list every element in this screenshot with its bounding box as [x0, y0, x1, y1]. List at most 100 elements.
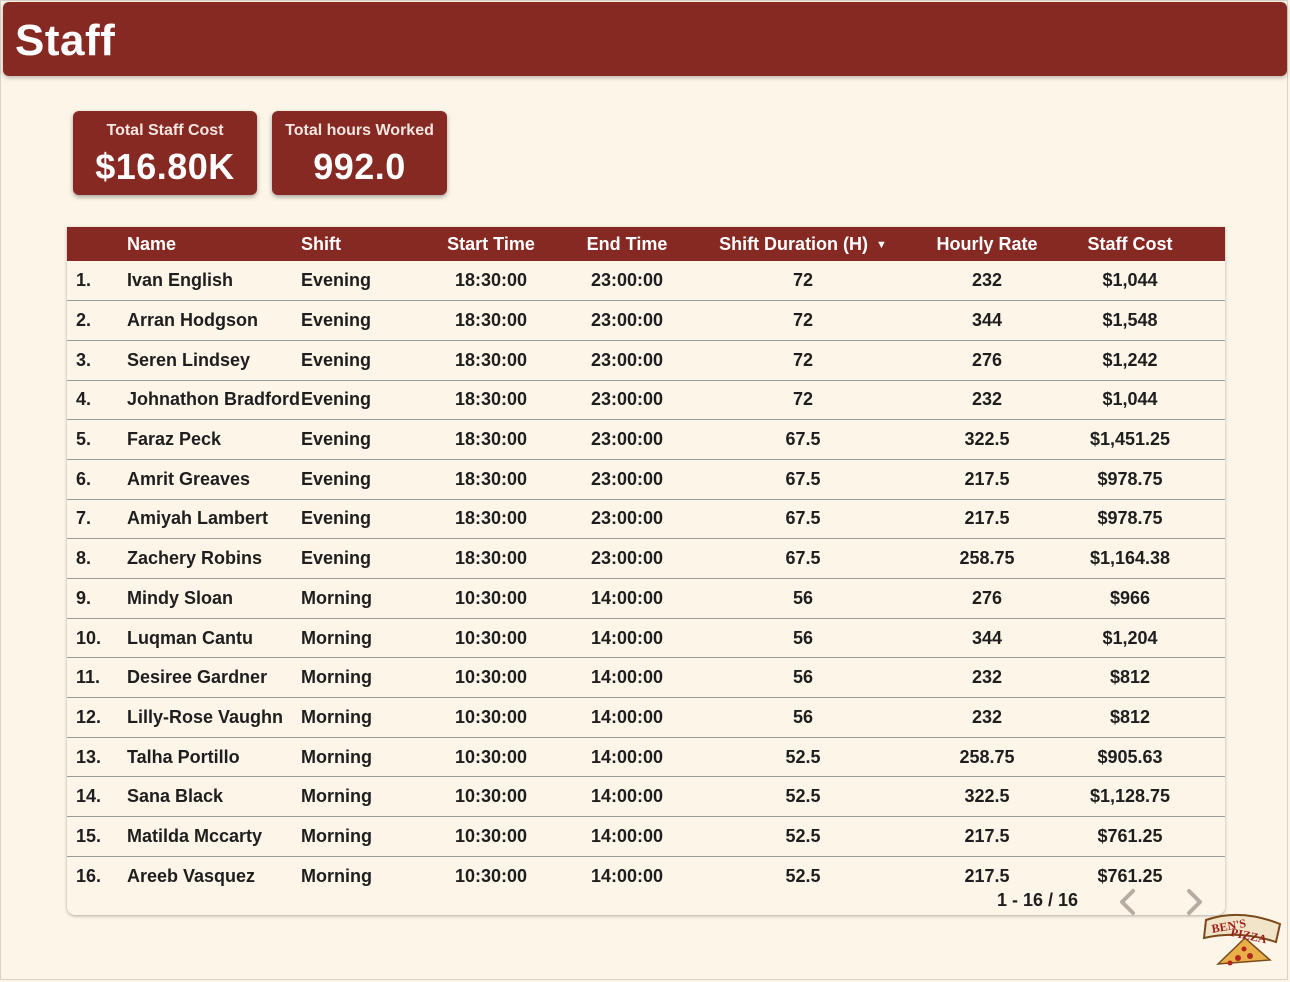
- row-index: 2.: [76, 310, 92, 331]
- header-spacer: [1199, 227, 1225, 261]
- cell-end-time: 23:00:00: [590, 270, 664, 291]
- cell-shift: Evening: [301, 349, 372, 370]
- row-index: 9.: [76, 587, 92, 608]
- cell-end-time: 14:00:00: [590, 865, 664, 886]
- cell-start-time: 10:30:00: [454, 865, 528, 886]
- cell-name: Amiyah Lambert: [127, 508, 269, 529]
- cell-hourly-rate: 276: [971, 349, 1003, 370]
- row-index: 3.: [76, 349, 92, 370]
- row-index: 13.: [76, 746, 102, 767]
- table-row[interactable]: 12. Lilly-Rose Vaughn Morning 10:30:00 14:00…: [67, 698, 1225, 738]
- cell-staff-cost: $978.75: [1097, 468, 1163, 489]
- chevron-right-icon[interactable]: [1182, 886, 1206, 918]
- cell-name: Areeb Vasquez: [127, 865, 256, 886]
- bens-pizza-logo: BEN'S PIZZA: [1202, 913, 1282, 966]
- cell-staff-cost: $1,164.38: [1089, 548, 1171, 569]
- column-header-shift[interactable]: Shift: [301, 233, 341, 254]
- cell-shift-duration: 72: [792, 389, 814, 410]
- cell-hourly-rate: 322.5: [964, 786, 1010, 807]
- column-header-end-time[interactable]: End Time: [586, 233, 668, 254]
- cell-end-time: 23:00:00: [590, 389, 664, 410]
- cell-start-time: 10:30:00: [454, 746, 528, 767]
- row-spacer: [1199, 420, 1225, 460]
- table-row[interactable]: 8. Zachery Robins Evening 18:30:00 23:00:00 6…: [67, 539, 1225, 579]
- cell-end-time: 14:00:00: [590, 825, 664, 846]
- sort-descending-icon[interactable]: ▼: [876, 238, 887, 251]
- cell-shift-duration: 67.5: [785, 508, 821, 529]
- column-header-start-time[interactable]: Start Time: [447, 233, 535, 254]
- column-header-shift-duration[interactable]: Shift Duration (H) ▼: [693, 227, 913, 261]
- cell-name: Arran Hodgson: [127, 310, 259, 331]
- row-index: 15.: [76, 825, 102, 846]
- table-row[interactable]: 5. Faraz Peck Evening 18:30:00 23:00:00 67.5 3…: [67, 420, 1225, 460]
- cell-start-time: 10:30:00: [454, 587, 528, 608]
- cell-staff-cost: $1,128.75: [1089, 786, 1171, 807]
- table-row[interactable]: 3. Seren Lindsey Evening 18:30:00 23:00:00 72…: [67, 340, 1225, 381]
- table-row[interactable]: 2. Arran Hodgson Evening 18:30:00 23:00:00 72…: [67, 301, 1225, 341]
- cell-start-time: 18:30:00: [454, 270, 528, 291]
- table-row[interactable]: 13. Talha Portillo Morning 10:30:00 14:00:00…: [67, 737, 1225, 777]
- cell-shift: Evening: [301, 270, 372, 291]
- row-index: 14.: [76, 786, 102, 807]
- cell-start-time: 18:30:00: [454, 548, 528, 569]
- cell-hourly-rate: 322.5: [964, 429, 1010, 450]
- cell-hourly-rate: 232: [971, 389, 1003, 410]
- column-header-name[interactable]: Name: [127, 233, 177, 254]
- chevron-left-icon[interactable]: [1116, 886, 1140, 918]
- cell-start-time: 10:30:00: [454, 667, 528, 688]
- table-row[interactable]: 10. Luqman Cantu Morning 10:30:00 14:00:00 56…: [67, 618, 1225, 658]
- cell-end-time: 14:00:00: [590, 706, 664, 727]
- row-spacer: [1199, 579, 1225, 619]
- cell-shift: Evening: [301, 310, 372, 331]
- cell-name: Lilly-Rose Vaughn: [127, 706, 284, 727]
- cell-hourly-rate: 232: [971, 667, 1003, 688]
- cell-name: Desiree Gardner: [127, 667, 268, 688]
- cell-staff-cost: $905.63: [1097, 746, 1163, 767]
- cell-shift: Evening: [301, 508, 372, 529]
- cell-shift-duration: 52.5: [785, 865, 821, 886]
- cell-end-time: 23:00:00: [590, 468, 664, 489]
- column-header-hourly-rate[interactable]: Hourly Rate: [936, 233, 1038, 254]
- cell-shift: Morning: [301, 706, 372, 727]
- cell-name: Luqman Cantu: [127, 627, 253, 648]
- table-row[interactable]: 15. Matilda Mccarty Morning 10:30:00 14:00:0…: [67, 817, 1225, 857]
- cell-hourly-rate: 258.75: [959, 548, 1015, 569]
- cell-name: Ivan English: [127, 270, 234, 291]
- table-row[interactable]: 6. Amrit Greaves Evening 18:30:00 23:00:00 67…: [67, 459, 1225, 500]
- cell-start-time: 18:30:00: [454, 389, 528, 410]
- cell-shift-duration: 72: [792, 270, 814, 291]
- cell-shift-duration: 56: [792, 627, 814, 648]
- cell-hourly-rate: 344: [971, 310, 1003, 331]
- table-row[interactable]: 11. Desiree Gardner Morning 10:30:00 14:00:0…: [67, 658, 1225, 698]
- row-index: 11.: [76, 667, 101, 688]
- table-row[interactable]: 7. Amiyah Lambert Evening 18:30:00 23:00:00 6…: [67, 499, 1225, 539]
- cell-end-time: 23:00:00: [590, 429, 664, 450]
- cell-staff-cost: $761.25: [1097, 865, 1163, 886]
- row-spacer: [1199, 618, 1225, 658]
- table-row[interactable]: 4. Johnathon Bradford Evening 18:30:00 23:00…: [67, 380, 1225, 420]
- index-header: [67, 227, 127, 261]
- cell-staff-cost: $1,548: [1102, 310, 1158, 331]
- row-index: 8.: [76, 548, 92, 569]
- cell-hourly-rate: 276: [971, 587, 1003, 608]
- cell-name: Seren Lindsey: [127, 349, 251, 370]
- table-row[interactable]: 9. Mindy Sloan Morning 10:30:00 14:00:00 56 27…: [67, 579, 1225, 619]
- row-spacer: [1199, 340, 1225, 380]
- cell-shift: Morning: [301, 865, 372, 886]
- cell-shift-duration: 56: [792, 587, 814, 608]
- cell-start-time: 10:30:00: [454, 825, 528, 846]
- table-row[interactable]: 16. Areeb Vasquez Morning 10:30:00 14:00:00 5…: [67, 856, 1225, 896]
- cell-end-time: 14:00:00: [590, 587, 664, 608]
- column-header-staff-cost[interactable]: Staff Cost: [1087, 233, 1173, 254]
- kpi-card-total-hours: Total hours Worked 992.0: [272, 111, 447, 195]
- pagination-text: 1 - 16 / 16: [997, 890, 1079, 910]
- cell-name: Johnathon Bradford: [127, 389, 300, 410]
- table-row[interactable]: 14. Sana Black Morning 10:30:00 14:00:00 52.5…: [67, 777, 1225, 817]
- cell-staff-cost: $812: [1109, 706, 1151, 727]
- cell-end-time: 14:00:00: [590, 746, 664, 767]
- page-title: Staff: [15, 16, 116, 65]
- cell-end-time: 23:00:00: [590, 548, 664, 569]
- row-spacer: [1199, 499, 1225, 539]
- table-row[interactable]: 1. Ivan English Evening 18:30:00 23:00:00 72 2…: [67, 261, 1225, 301]
